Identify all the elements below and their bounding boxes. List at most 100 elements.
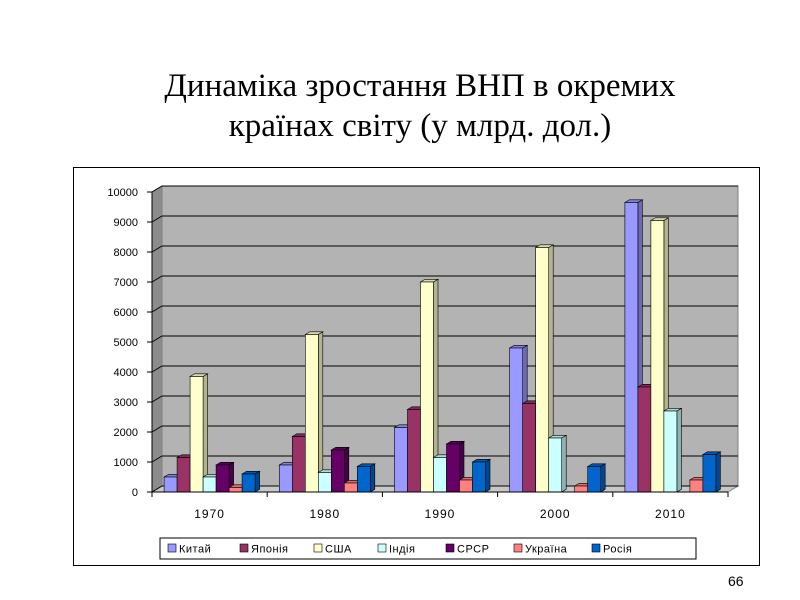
legend-swatch (513, 543, 523, 553)
y-tick-label: 9000 (114, 217, 138, 229)
y-tick-label: 5000 (114, 337, 138, 349)
bar-front (702, 454, 717, 493)
gridline-side (151, 335, 163, 343)
gridline-side (151, 215, 163, 223)
gridline-side (151, 395, 163, 403)
bar (547, 434, 568, 493)
legend-label: США (325, 544, 352, 556)
bar-front (189, 376, 204, 493)
title-line-1: Динаміка зростання ВНП в окремих (164, 68, 676, 104)
slide-title: Динаміка зростання ВНП в окремих країнах… (100, 66, 740, 146)
bar-front (163, 476, 178, 493)
y-tick-label: 1000 (114, 457, 138, 469)
y-tick-label: 8000 (114, 247, 138, 259)
bar (662, 407, 683, 493)
y-tick-label: 6000 (114, 307, 138, 319)
x-tick-label: 1970 (194, 507, 225, 521)
bar-side (676, 407, 682, 493)
bar-front (420, 281, 434, 493)
x-axis: 1970 1980 1990 2000 2010 (151, 491, 729, 521)
legend-item: Японія (239, 543, 289, 556)
bar-side (202, 373, 208, 493)
gridline-side (151, 305, 163, 313)
bar-front (343, 482, 358, 493)
y-tick-label: 2000 (114, 427, 138, 439)
legend-item: США (313, 543, 352, 556)
legend-item: Індія (377, 544, 415, 556)
legend-label: Індія (389, 544, 415, 556)
legend-swatch (313, 543, 323, 553)
y-tick-label: 4000 (114, 367, 138, 379)
y-tick-label: 0 (132, 487, 138, 499)
bar-front (241, 473, 256, 493)
legend-label: СРСР (457, 544, 489, 556)
y-tick-label: 3000 (114, 397, 138, 409)
gridline-side (151, 425, 163, 433)
bar-front (472, 461, 486, 493)
y-tick-label: 7000 (114, 277, 138, 289)
bar-front (459, 479, 473, 493)
x-tick-label: 1980 (309, 507, 340, 521)
legend-item: Китай (167, 543, 211, 556)
legend-label: Китай (179, 544, 211, 556)
legend-swatch (239, 543, 249, 553)
legend-swatch (591, 543, 601, 553)
x-tick-label: 2000 (540, 507, 571, 521)
gridline-side (151, 365, 163, 373)
bar-front (446, 443, 460, 493)
x-tick-label: 2010 (655, 507, 686, 521)
bar-front (650, 220, 665, 493)
bar (701, 451, 722, 493)
gridline-side (151, 275, 163, 283)
bar-front (215, 464, 230, 493)
bar-front (291, 436, 306, 493)
bar-front (689, 479, 704, 493)
bar-front (407, 409, 421, 493)
bar (471, 458, 492, 493)
legend-swatch (167, 543, 177, 553)
bar (586, 463, 607, 493)
legend-item: СРСР (445, 543, 489, 556)
bar-front (278, 464, 293, 493)
bar-front (176, 457, 191, 493)
bar (356, 463, 376, 493)
gridline-side (151, 245, 163, 253)
bar-front (637, 386, 652, 493)
bar-front (548, 437, 563, 493)
legend: Китай Японія США Індія СРСР Україна Росія (159, 537, 697, 560)
bar-front (304, 334, 319, 493)
bar-side (254, 470, 260, 493)
title-line-2: країнах світу (у млрд. дол.) (228, 108, 612, 144)
bar-side (317, 331, 324, 493)
legend-item: Україна (513, 543, 567, 556)
bar-front (202, 476, 217, 493)
bar (534, 244, 555, 493)
bar-front (509, 347, 524, 493)
bar-front (587, 466, 602, 493)
bar-side (715, 451, 721, 493)
gridline-side (151, 485, 163, 493)
bar-front (228, 487, 243, 493)
bar-side (369, 463, 376, 493)
legend-label: Японія (251, 544, 289, 556)
bar (419, 278, 440, 493)
bars (163, 199, 722, 493)
gridline-side (151, 455, 163, 463)
bar-front (356, 466, 371, 493)
bar-front (535, 247, 550, 493)
bar (215, 461, 235, 493)
bar (241, 470, 261, 493)
bar-front (394, 427, 408, 493)
bar-front (522, 403, 537, 493)
bar-front (433, 457, 447, 493)
bar-front (317, 472, 332, 493)
bar-side (600, 463, 606, 493)
bar-side (485, 458, 491, 493)
bar-front (574, 485, 589, 493)
legend-label: Росія (603, 544, 632, 556)
bar (189, 373, 209, 493)
x-tick-label: 1990 (425, 507, 456, 521)
bar-front (663, 410, 678, 493)
y-axis: 0 1000 2000 3000 4000 5000 6000 7000 8000 9000 100… (107, 187, 153, 499)
legend-swatch (445, 543, 455, 553)
